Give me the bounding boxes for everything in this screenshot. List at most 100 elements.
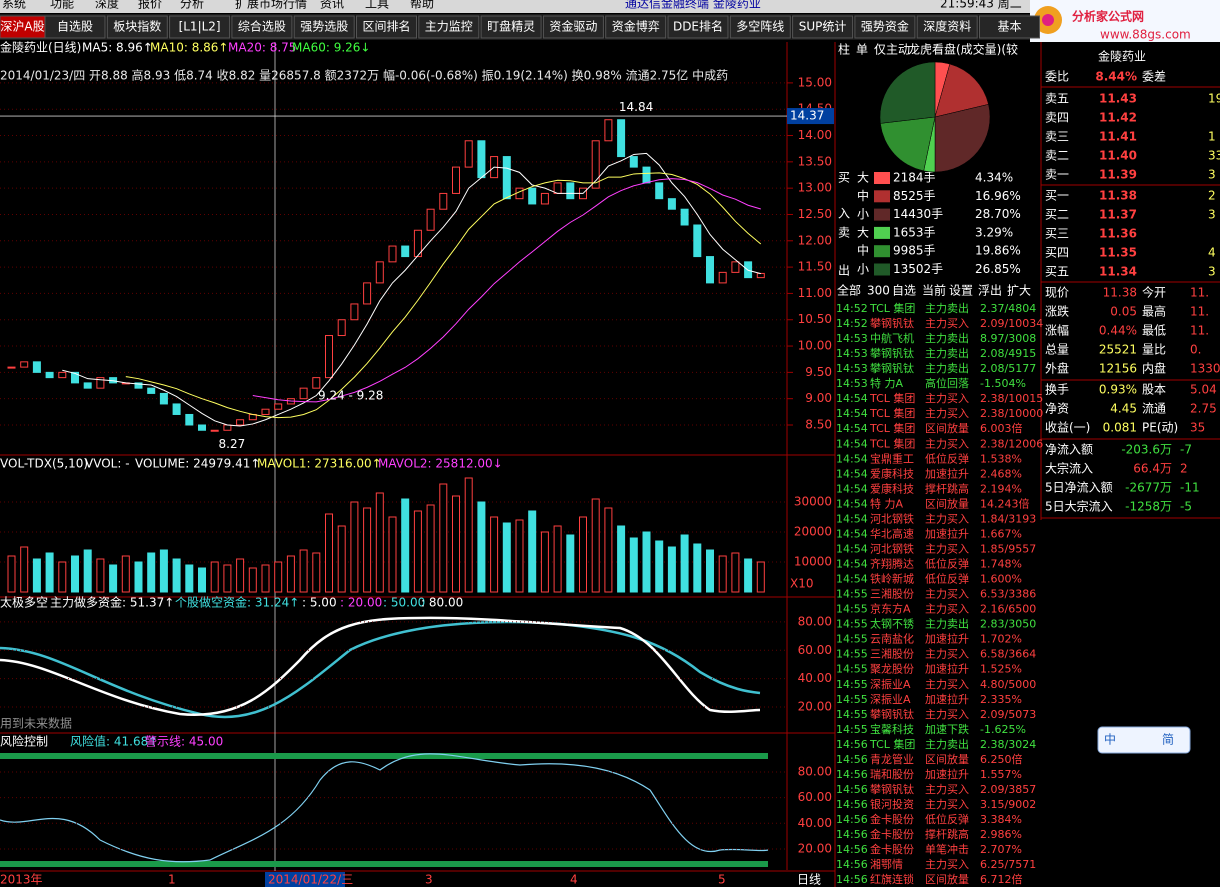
tab[interactable] — [169, 15, 231, 39]
quote-extra: 3 — [1208, 208, 1216, 222]
y-tick-label: 14.00 — [798, 128, 832, 142]
flow-size: 中 — [857, 188, 869, 203]
volume-bar — [452, 495, 460, 593]
trade-type: 加速拉升 — [925, 632, 969, 646]
volume-bar — [71, 555, 79, 593]
tab-label[interactable]: 强势资金 — [861, 19, 909, 34]
tab-label[interactable]: 区间排名 — [362, 19, 410, 34]
flow-pct: 16.96% — [975, 189, 1021, 203]
tab[interactable] — [542, 15, 604, 39]
tab[interactable] — [667, 15, 729, 39]
trade-type: 加速拉升 — [925, 692, 969, 706]
trade-name: 聚龙股份 — [870, 663, 914, 676]
volume-bar — [401, 498, 410, 593]
x-tick-label: 1 — [168, 873, 176, 887]
quote-value: 11.35 — [1099, 246, 1137, 260]
tab-label[interactable]: 深度资料 — [923, 19, 971, 34]
quote-label: 现价 — [1045, 286, 1069, 300]
candle — [172, 403, 181, 415]
volume-label: MAVOL2: 25812.00↓ — [378, 457, 503, 471]
flow-tool: 扩大 — [1007, 284, 1031, 298]
trade-type: 区间放量 — [925, 496, 969, 510]
tab-label[interactable]: 强势选股 — [300, 20, 348, 34]
tab[interactable] — [418, 15, 480, 39]
tab-label[interactable]: SUP统计 — [799, 20, 847, 34]
tab[interactable] — [854, 15, 916, 39]
quote-label: 最高 — [1142, 304, 1166, 319]
tab-label[interactable]: [L1|L2] — [179, 20, 221, 34]
flow-swatch — [874, 263, 890, 276]
tab[interactable] — [729, 15, 791, 39]
volume-bar — [439, 483, 448, 593]
trade-detail: 2.707% — [980, 843, 1022, 856]
candle — [337, 319, 346, 337]
volume-bar — [32, 558, 41, 593]
flow-swatch — [874, 172, 890, 184]
quote-label: 买四 — [1045, 246, 1069, 260]
tab[interactable] — [293, 15, 355, 39]
ime-mode[interactable]: 简 — [1162, 733, 1174, 747]
trade-name: 三湘股份 — [870, 647, 914, 661]
tab-label[interactable]: 盯盘精灵 — [487, 19, 535, 34]
ime-lang[interactable]: 中 — [1104, 732, 1116, 747]
candle — [274, 403, 283, 410]
trade-time: 14:53 — [836, 347, 868, 360]
tab[interactable] — [106, 15, 168, 39]
quote-value: 11. — [1190, 324, 1209, 338]
trade-time: 14:55 — [836, 663, 868, 676]
quote-label: 内盘 — [1142, 361, 1166, 376]
y-tick-label: 12.50 — [798, 207, 832, 221]
quote-value: -203.6万 — [1121, 443, 1172, 457]
flow-tab: 单 — [856, 43, 868, 57]
trade-detail: 8.97/3008 — [980, 332, 1036, 345]
quote-label: 卖三 — [1045, 130, 1069, 144]
tab[interactable] — [44, 15, 106, 39]
trade-detail: 2.09/5073 — [980, 708, 1036, 721]
quote-value: 12156 — [1099, 362, 1137, 376]
tab[interactable] — [792, 15, 854, 39]
tab-label[interactable]: 基本 — [997, 20, 1021, 34]
trade-name: 攀钢钒钛 — [870, 707, 914, 721]
tab-label[interactable]: 资金博弈 — [612, 19, 660, 34]
tab[interactable] — [916, 15, 978, 39]
candle — [439, 192, 448, 210]
y-tick-label: 11.50 — [798, 260, 832, 274]
indicator-label: 警示线: 45.00 — [145, 734, 223, 749]
quote-value: 11. — [1190, 286, 1209, 300]
flow-swatch — [874, 190, 890, 203]
trade-name: 铁岭新城 — [870, 572, 914, 586]
tab-label[interactable]: 主力监控 — [425, 20, 473, 34]
tab-label[interactable]: 多空阵线 — [736, 20, 784, 34]
trade-name: 瑞和股份 — [870, 767, 914, 781]
trade-name: 中航飞机 — [870, 331, 914, 345]
ime-widget[interactable] — [1097, 726, 1191, 754]
quote-value: 11.39 — [1099, 168, 1137, 182]
volume-bar — [693, 543, 702, 593]
quote-extra: 19 — [1208, 92, 1220, 106]
trade-detail: 2.09/10034 — [980, 317, 1043, 330]
trade-detail: 6.003倍 — [980, 421, 1023, 435]
quote-value: 0.44% — [1099, 324, 1137, 338]
indicator-label: 风险值: 41.68↑ — [70, 734, 158, 749]
trade-type: 主力买入 — [925, 648, 969, 661]
volume-bar — [502, 522, 511, 593]
candle — [198, 424, 206, 431]
tab-label[interactable]: 综合选股 — [238, 19, 286, 34]
tab[interactable] — [356, 15, 417, 39]
tab[interactable] — [979, 15, 1040, 39]
tab-label[interactable]: DDE排名 — [673, 19, 723, 34]
tab-label[interactable]: 资金驱动 — [549, 19, 597, 34]
x-tick-label: 2013年 — [0, 873, 43, 887]
trade-type: 加速拉升 — [925, 767, 969, 781]
tab-label[interactable]: 自选股 — [57, 20, 93, 34]
tab-label[interactable]: 深沪A股 — [0, 20, 44, 34]
tab[interactable] — [605, 15, 667, 39]
tab[interactable] — [480, 15, 542, 39]
tab[interactable] — [231, 15, 293, 39]
trade-name: 深振业A — [870, 677, 911, 691]
quote-label: 5日净流入额 — [1045, 481, 1113, 495]
volume-bar — [566, 534, 575, 593]
tab-label[interactable]: 板块指数 — [113, 19, 161, 34]
